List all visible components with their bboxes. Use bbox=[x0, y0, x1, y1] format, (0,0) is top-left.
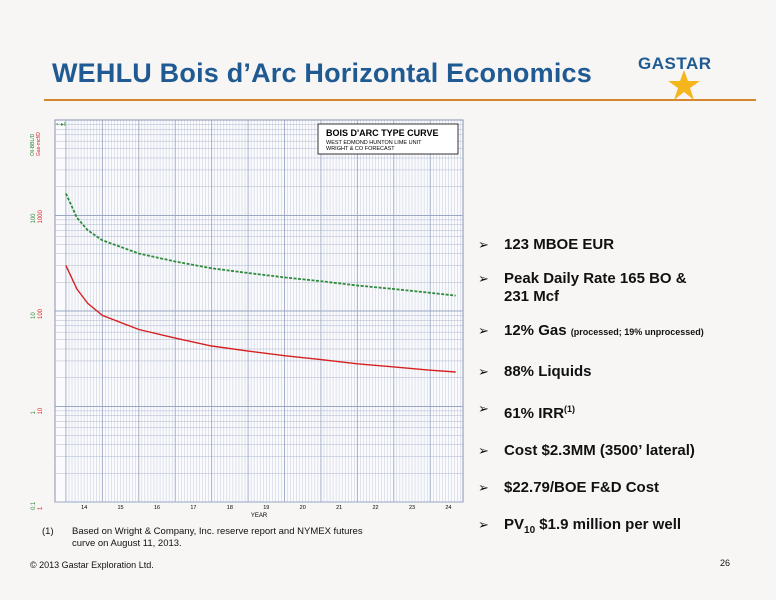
y-tick-label-gas: 1 bbox=[38, 506, 44, 510]
arrow-bullet-icon: ➢ bbox=[478, 480, 489, 495]
y-tick-label-oil: 10 bbox=[31, 312, 37, 319]
chart-subtitle-2: WRIGHT & CO FORECAST bbox=[326, 146, 395, 152]
series-line-gas bbox=[65, 193, 456, 297]
bullet-text-post: $1.9 million per well bbox=[535, 516, 682, 533]
bullet-gas: ➢ 12% Gas (processed; 19% unprocessed) bbox=[478, 322, 768, 341]
bullet-text: Cost $2.3MM (3500’ lateral) bbox=[504, 442, 695, 459]
y-axis-label-gas: Gas-mcf/D bbox=[36, 132, 42, 156]
gastar-logo: GASTAR bbox=[630, 48, 720, 100]
bullet-text-line2: 231 Mcf bbox=[504, 288, 560, 305]
chart-subtitle-1: WEST EDMOND HUNTON LIME UNIT bbox=[326, 140, 422, 146]
y-tick-label-gas: 1000 bbox=[38, 209, 44, 223]
arrow-bullet-icon: ➢ bbox=[478, 517, 489, 532]
bullet-text: 12% Gas bbox=[504, 322, 567, 339]
legend-marker: ⇠▸ℓ bbox=[56, 121, 66, 128]
bullet-text-sub: 10 bbox=[524, 525, 536, 536]
bullet-text-pre: PV bbox=[504, 516, 525, 533]
y-tick-label-gas: 100 bbox=[38, 308, 44, 319]
x-tick-label: 22 bbox=[373, 505, 379, 511]
footnote-marker: (1) bbox=[42, 526, 54, 537]
y-tick-label-oil: 1 bbox=[31, 411, 37, 415]
bullet-text: $22.79/BOE F&D Cost bbox=[504, 479, 660, 496]
bullet-note: (processed; 19% unprocessed) bbox=[570, 327, 704, 337]
bullet-cost: ➢ Cost $2.3MM (3500’ lateral) bbox=[478, 442, 768, 460]
copyright: © 2013 Gastar Exploration Ltd. bbox=[30, 560, 154, 570]
bullet-liquids: ➢ 88% Liquids bbox=[478, 363, 768, 381]
type-curve-chart: 0.1 1 1 10 10 100 100 1000 14 15 16 17 18 19 20 21 22 23… bbox=[22, 112, 470, 522]
star-icon bbox=[668, 70, 700, 100]
x-tick-label: 16 bbox=[154, 505, 160, 511]
x-tick-label: 14 bbox=[81, 505, 87, 511]
chart-title: BOIS D'ARC TYPE CURVE bbox=[326, 128, 439, 138]
y-axis-label-oil: Oil-BBL/D bbox=[30, 133, 36, 156]
arrow-bullet-icon: ➢ bbox=[478, 364, 489, 379]
footnote: (1) Based on Wright & Company, Inc. rese… bbox=[42, 526, 382, 550]
x-axis-label: YEAR bbox=[251, 513, 268, 519]
x-tick-label: 17 bbox=[190, 505, 196, 511]
bullet-pv10: ➢ PV10 $1.9 million per well bbox=[478, 516, 768, 540]
page-number: 26 bbox=[720, 558, 731, 568]
x-tick-label: 19 bbox=[263, 505, 269, 511]
x-tick-label: 20 bbox=[300, 505, 306, 511]
bullet-text: 123 MBOE EUR bbox=[504, 236, 615, 253]
chart-title-box: BOIS D'ARC TYPE CURVE WEST EDMOND HUNTON… bbox=[317, 123, 459, 155]
bullet-text: 88% Liquids bbox=[504, 363, 592, 380]
footnote-ref: (1) bbox=[564, 404, 576, 414]
arrow-bullet-icon: ➢ bbox=[478, 237, 489, 252]
arrow-bullet-icon: ➢ bbox=[478, 271, 489, 286]
y-tick-label-gas: 10 bbox=[38, 407, 44, 414]
series-line-oil bbox=[65, 265, 456, 373]
bullet-fd-cost: ➢ $22.79/BOE F&D Cost bbox=[478, 479, 768, 497]
arrow-bullet-icon: ➢ bbox=[478, 443, 489, 458]
key-metrics-list: ➢ 123 MBOE EUR ➢ Peak Daily Rate 165 BO … bbox=[478, 236, 768, 540]
x-tick-label: 21 bbox=[336, 505, 342, 511]
bullet-eur: ➢ 123 MBOE EUR bbox=[478, 236, 768, 254]
y-tick-label-oil: 100 bbox=[31, 213, 37, 224]
y-tick-label-oil: 0.1 bbox=[31, 501, 37, 510]
arrow-bullet-icon: ➢ bbox=[478, 401, 489, 416]
logo-text: GASTAR bbox=[638, 54, 712, 73]
x-tick-label: 15 bbox=[118, 505, 124, 511]
x-tick-label: 24 bbox=[445, 505, 451, 511]
arrow-bullet-icon: ➢ bbox=[478, 323, 489, 338]
footnote-text: Based on Wright & Company, Inc. reserve … bbox=[72, 526, 363, 549]
bullet-text: 61% IRR bbox=[504, 405, 565, 422]
bullet-peak-rate: ➢ Peak Daily Rate 165 BO & 231 Mcf bbox=[478, 270, 768, 306]
title-divider bbox=[44, 99, 756, 101]
x-tick-label: 23 bbox=[409, 505, 415, 511]
slide-title: WEHLU Bois d’Arc Horizontal Economics bbox=[52, 58, 592, 88]
x-tick-label: 18 bbox=[227, 505, 233, 511]
bullet-irr: ➢ 61% IRR(1) bbox=[478, 400, 768, 423]
bullet-text-line1: Peak Daily Rate 165 BO & bbox=[504, 270, 687, 287]
